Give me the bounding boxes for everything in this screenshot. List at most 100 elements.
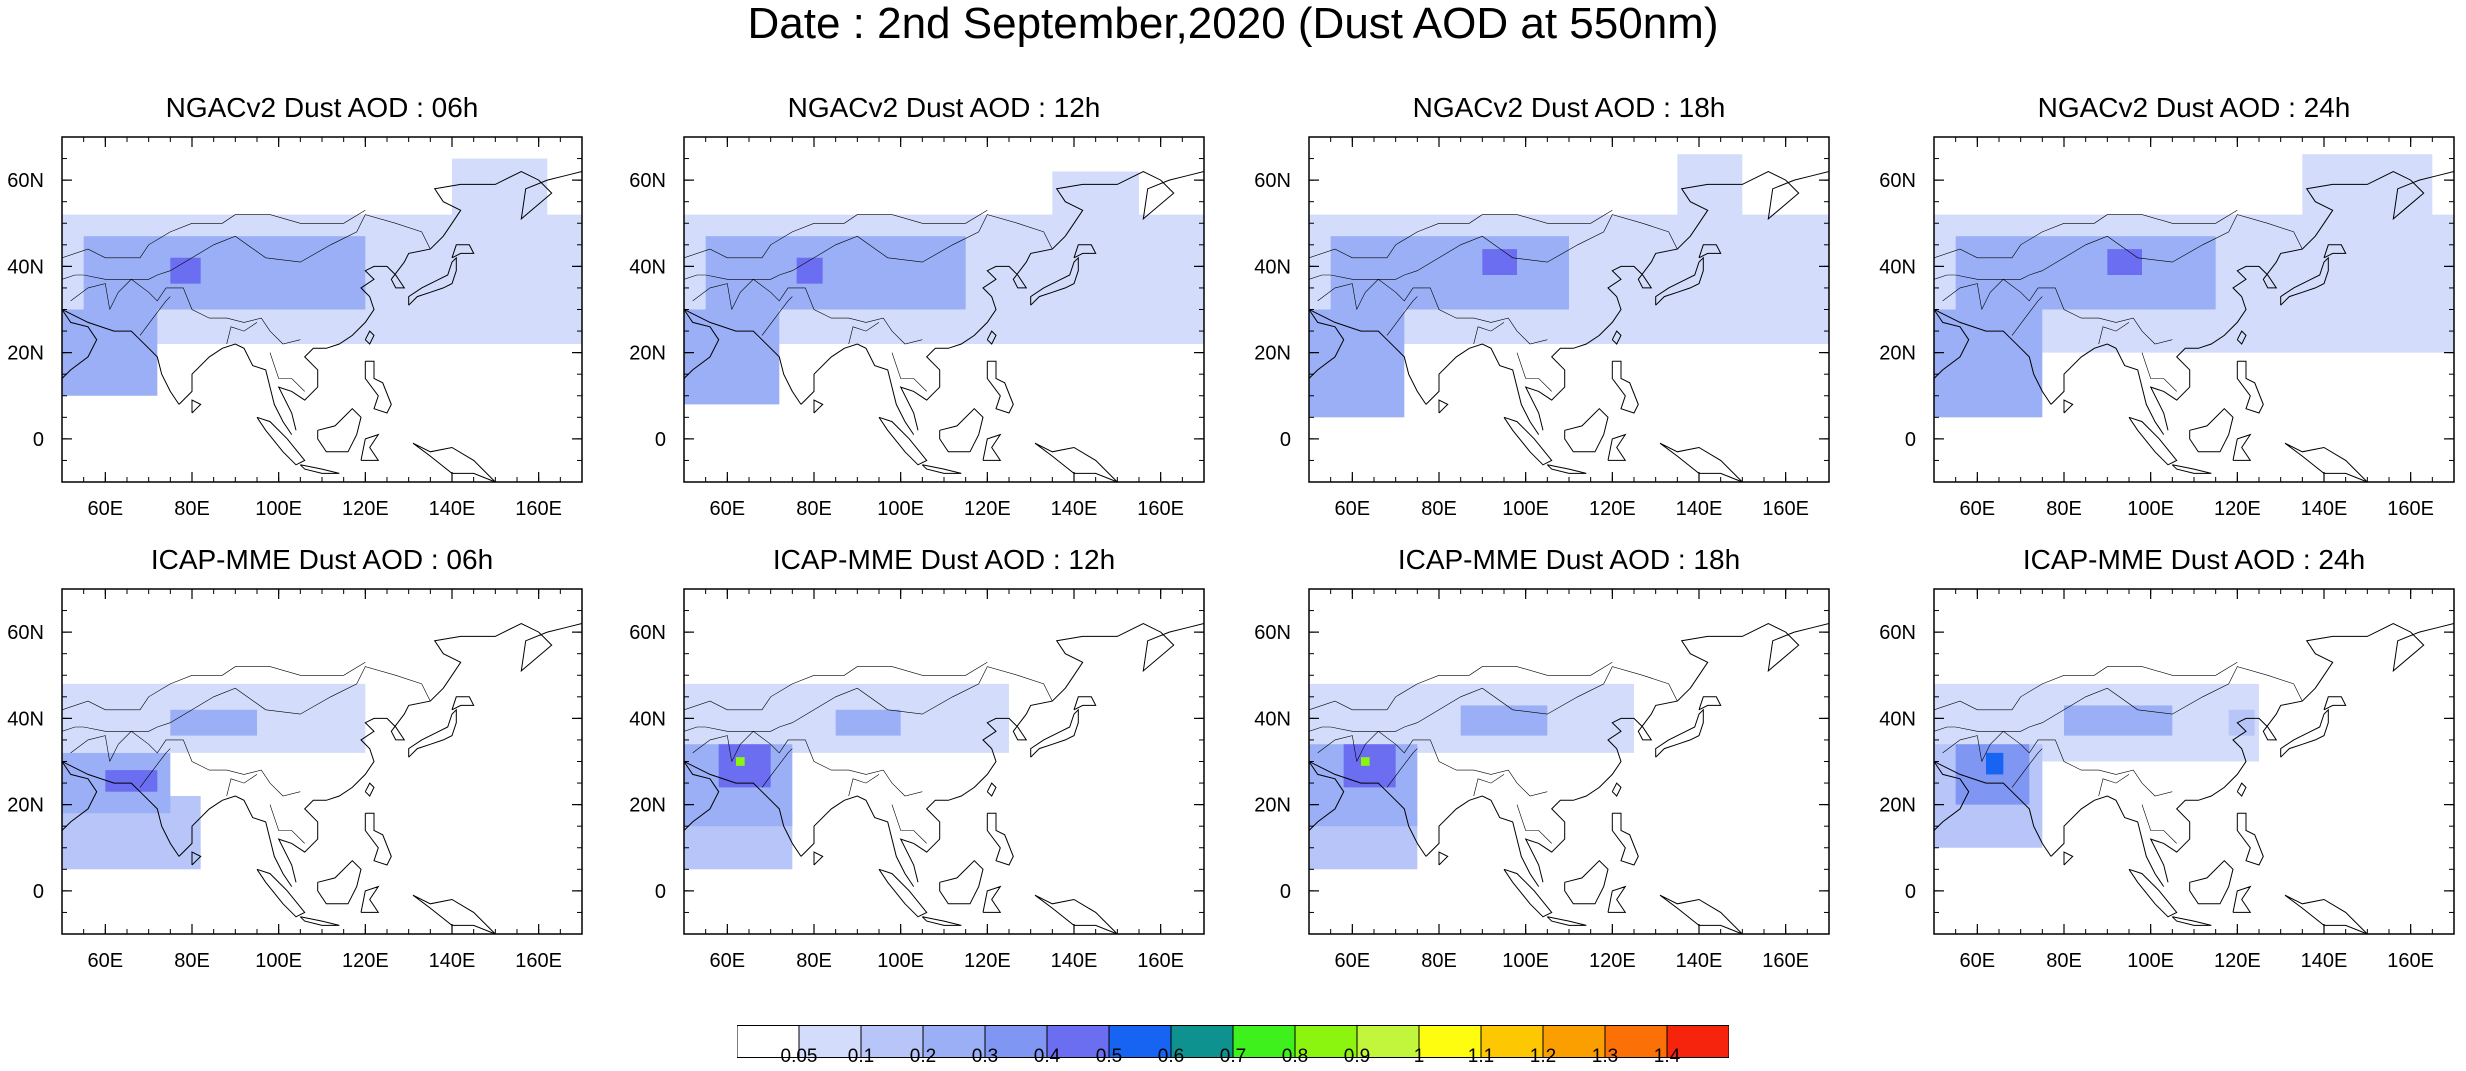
dust-aod-cell [736, 757, 745, 766]
dust-aod-cell [1677, 154, 1743, 224]
coastline [412, 442, 496, 482]
coastline [1607, 885, 1627, 913]
colorbar-tick-label: 0.05 [780, 1046, 818, 1067]
lon-tick-label: 100E [877, 498, 924, 520]
panel-title: ICAP-MME Dust AOD : 12h [772, 544, 1116, 575]
colorbar-tick-label: 1.1 [1467, 1046, 1495, 1067]
coastline [2128, 416, 2178, 466]
coastline [2189, 859, 2234, 905]
country-border [761, 296, 793, 336]
map-panel-1: NGACv2 Dust AOD : 06h 60E 80E 100E 120E 140E 1… [0, 88, 622, 548]
coastline [1934, 309, 2052, 405]
country-border [1934, 210, 2238, 259]
coastline [364, 360, 392, 414]
colorbar-tick-label: 0.9 [1343, 1046, 1371, 1067]
lon-tick-label: 140E [429, 498, 476, 520]
lon-tick-label: 100E [1502, 498, 1549, 520]
panel-title: NGACv2 Dust AOD : 06h [165, 92, 479, 123]
lon-tick-label: 120E [2214, 498, 2261, 520]
coastline [878, 868, 928, 918]
country-border [684, 726, 706, 732]
dust-aod-cell [1361, 757, 1370, 766]
country-border [139, 296, 171, 336]
lon-tick-label: 60E [1960, 950, 1996, 972]
country-border [1981, 278, 2173, 345]
country-border [109, 730, 301, 797]
country-border [70, 735, 110, 762]
dust-aod-map: 60E 80E 100E 120E 140E 160E 0 20N 40N 60N [629, 136, 1205, 520]
coastline [191, 851, 202, 866]
coastline [1611, 360, 1639, 414]
coastline [2236, 330, 2247, 345]
coastline [921, 916, 962, 926]
coastline [277, 170, 582, 431]
coastline [1698, 244, 1722, 259]
lat-tick-label: 20N [7, 343, 44, 365]
coastline [62, 309, 180, 405]
coastline [2189, 407, 2234, 453]
lon-tick-label: 120E [342, 950, 389, 972]
country-border [848, 774, 880, 797]
lat-tick-label: 0 [1280, 881, 1291, 903]
country-border [269, 352, 305, 392]
dust-aod-cell [62, 309, 158, 396]
lon-tick-label: 60E [1335, 498, 1371, 520]
colorbar-tick-label: 0.7 [1219, 1046, 1247, 1067]
coastline [1546, 916, 1587, 926]
lat-tick-label: 40N [1254, 708, 1291, 730]
dust-aod-cell [705, 236, 966, 310]
country-border [1934, 274, 1956, 280]
country-border [684, 210, 988, 259]
coastline [982, 433, 1002, 461]
panel-title: ICAP-MME Dust AOD : 18h [1397, 544, 1741, 575]
lon-tick-label: 140E [1676, 950, 1723, 972]
coastline [1438, 399, 1449, 414]
panel-title: NGACv2 Dust AOD : 24h [2037, 92, 2351, 123]
lat-tick-label: 60N [629, 622, 666, 644]
coastline [986, 330, 997, 345]
colorbar-tick-label: 1.4 [1653, 1046, 1681, 1067]
coastline [1438, 851, 1449, 866]
country-border [1934, 726, 1956, 732]
coastline [1073, 244, 1097, 259]
coastline [360, 433, 380, 461]
colorbar-swatch [737, 1025, 800, 1058]
lon-tick-label: 60E [88, 950, 124, 972]
colorbar-tick-label: 0.4 [1033, 1046, 1061, 1067]
country-border [62, 274, 84, 280]
coastline [2149, 622, 2454, 883]
dust-aod-cell [1460, 705, 1548, 736]
coastline [1425, 795, 1540, 887]
coastline [2280, 256, 2329, 306]
lat-tick-label: 20N [1879, 795, 1916, 817]
coastline [62, 761, 180, 857]
colorbar-tick-label: 0.1 [847, 1046, 875, 1067]
lon-tick-label: 160E [2387, 498, 2434, 520]
coastline [1564, 407, 1609, 453]
dust-aod-cell [835, 709, 901, 736]
lon-tick-label: 140E [1676, 498, 1723, 520]
coastline [1934, 309, 1970, 379]
map-panel-7: ICAP-MME Dust AOD : 18h 60E 80E 100E 120E 140… [1247, 540, 1869, 1000]
lon-tick-label: 160E [1762, 950, 1809, 972]
coastline [1564, 859, 1609, 905]
lon-tick-label: 120E [964, 950, 1011, 972]
coastline [178, 343, 293, 435]
coastline [364, 812, 392, 866]
dust-aod-cell [2302, 154, 2433, 224]
coastline [1309, 309, 1345, 379]
figure-title: Date : 2nd September,2020 (Dust AOD at 5… [747, 0, 1719, 48]
lon-tick-label: 120E [1589, 498, 1636, 520]
lat-tick-label: 40N [1879, 256, 1916, 278]
coastline [2236, 360, 2264, 414]
country-border [1934, 662, 2238, 711]
coastline [1934, 761, 1970, 831]
colorbar-swatch [922, 1025, 986, 1058]
dust-aod-cell [684, 309, 780, 405]
country-border [705, 666, 1053, 732]
coastline [1934, 761, 2052, 857]
coastline [2149, 170, 2454, 431]
coastline [1659, 442, 1743, 482]
coastline [2323, 244, 2347, 259]
country-border [1309, 662, 1613, 711]
